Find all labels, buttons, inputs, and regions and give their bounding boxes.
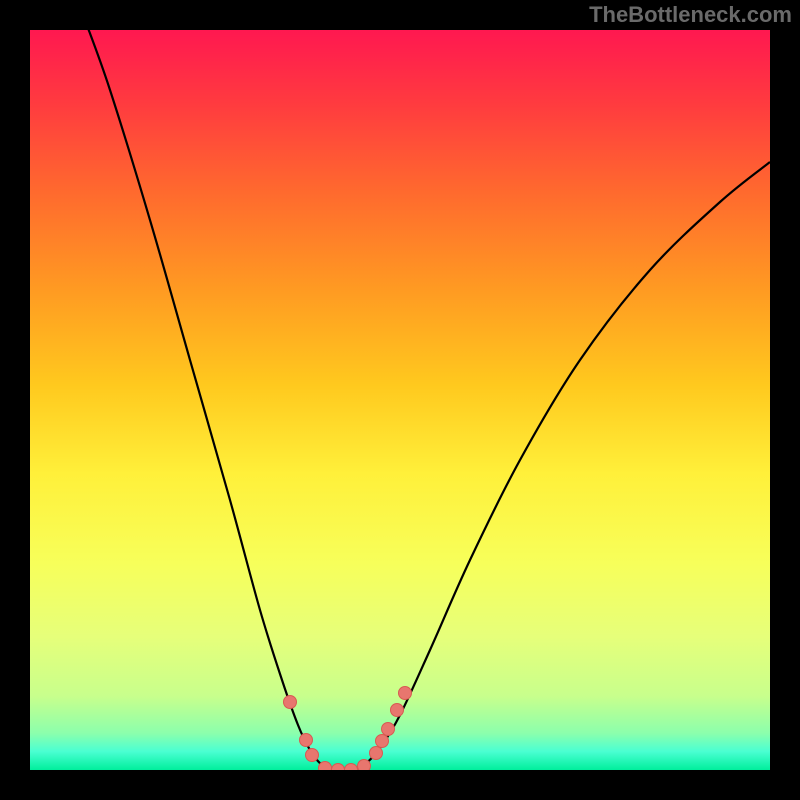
marker-point (358, 760, 371, 771)
marker-point (319, 762, 332, 771)
marker-point (391, 704, 404, 717)
marker-point (376, 735, 389, 748)
watermark-text: TheBottleneck.com (589, 2, 792, 28)
marker-point (345, 764, 358, 771)
marker-point (306, 749, 319, 762)
plot-area (30, 30, 770, 770)
marker-point (284, 696, 297, 709)
marker-point (382, 723, 395, 736)
marker-point (332, 764, 345, 771)
v-curve (85, 30, 770, 770)
curve-overlay (30, 30, 770, 770)
marker-point (300, 734, 313, 747)
marker-point (370, 747, 383, 760)
curve-markers (284, 687, 412, 771)
marker-point (399, 687, 412, 700)
